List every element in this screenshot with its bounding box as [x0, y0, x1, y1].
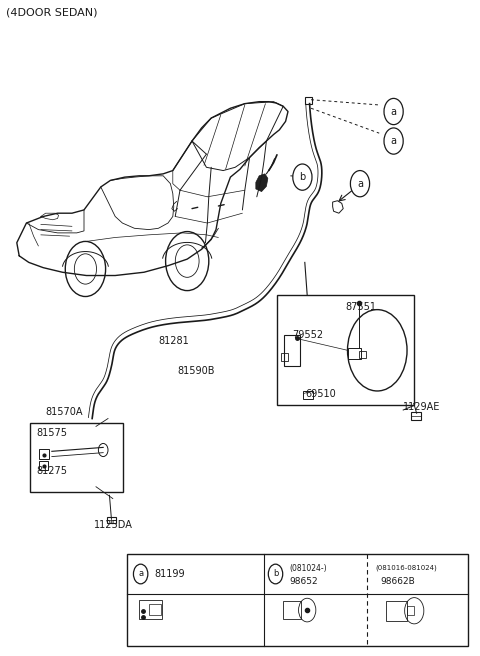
Bar	[139, 600, 162, 619]
Bar	[348, 348, 361, 359]
Bar	[281, 353, 288, 361]
Text: 81199: 81199	[154, 569, 185, 579]
Bar	[303, 391, 313, 399]
Circle shape	[65, 241, 106, 297]
Circle shape	[384, 98, 403, 125]
Bar	[127, 554, 468, 646]
Bar	[107, 517, 116, 523]
Bar	[407, 606, 414, 615]
Text: 81590B: 81590B	[178, 365, 215, 376]
Text: (081024-): (081024-)	[289, 564, 326, 573]
Text: 1125DA: 1125DA	[94, 520, 132, 530]
Text: a: a	[391, 136, 396, 146]
Text: a: a	[391, 106, 396, 117]
Text: a: a	[138, 569, 143, 579]
Text: b: b	[299, 172, 306, 182]
Bar	[277, 295, 414, 405]
Bar	[30, 423, 123, 492]
Circle shape	[384, 128, 403, 154]
Bar	[39, 449, 49, 459]
Bar	[359, 351, 366, 358]
Text: 87551: 87551	[346, 302, 377, 312]
Text: 79552: 79552	[292, 329, 323, 340]
Text: 81570A: 81570A	[46, 407, 83, 417]
Bar	[39, 461, 48, 470]
Bar	[305, 97, 312, 104]
Text: 81275: 81275	[36, 466, 67, 476]
Text: b: b	[273, 569, 278, 579]
Text: 1129AE: 1129AE	[403, 401, 441, 412]
Circle shape	[348, 310, 407, 391]
Bar	[411, 412, 421, 420]
Circle shape	[268, 564, 283, 584]
Bar	[149, 604, 161, 615]
Circle shape	[350, 171, 370, 197]
Polygon shape	[256, 174, 268, 192]
Text: 98652: 98652	[289, 577, 318, 586]
Text: a: a	[357, 178, 363, 189]
Circle shape	[293, 164, 312, 190]
Bar	[386, 601, 407, 621]
Text: 98662B: 98662B	[381, 577, 415, 586]
Text: 81575: 81575	[36, 428, 67, 438]
Text: 81281: 81281	[158, 336, 189, 346]
Circle shape	[166, 232, 209, 291]
Bar	[284, 335, 300, 366]
Bar	[283, 601, 301, 619]
Text: (081016-081024): (081016-081024)	[375, 565, 437, 571]
Text: 69510: 69510	[305, 388, 336, 399]
Text: (4DOOR SEDAN): (4DOOR SEDAN)	[6, 8, 97, 18]
Circle shape	[133, 564, 148, 584]
